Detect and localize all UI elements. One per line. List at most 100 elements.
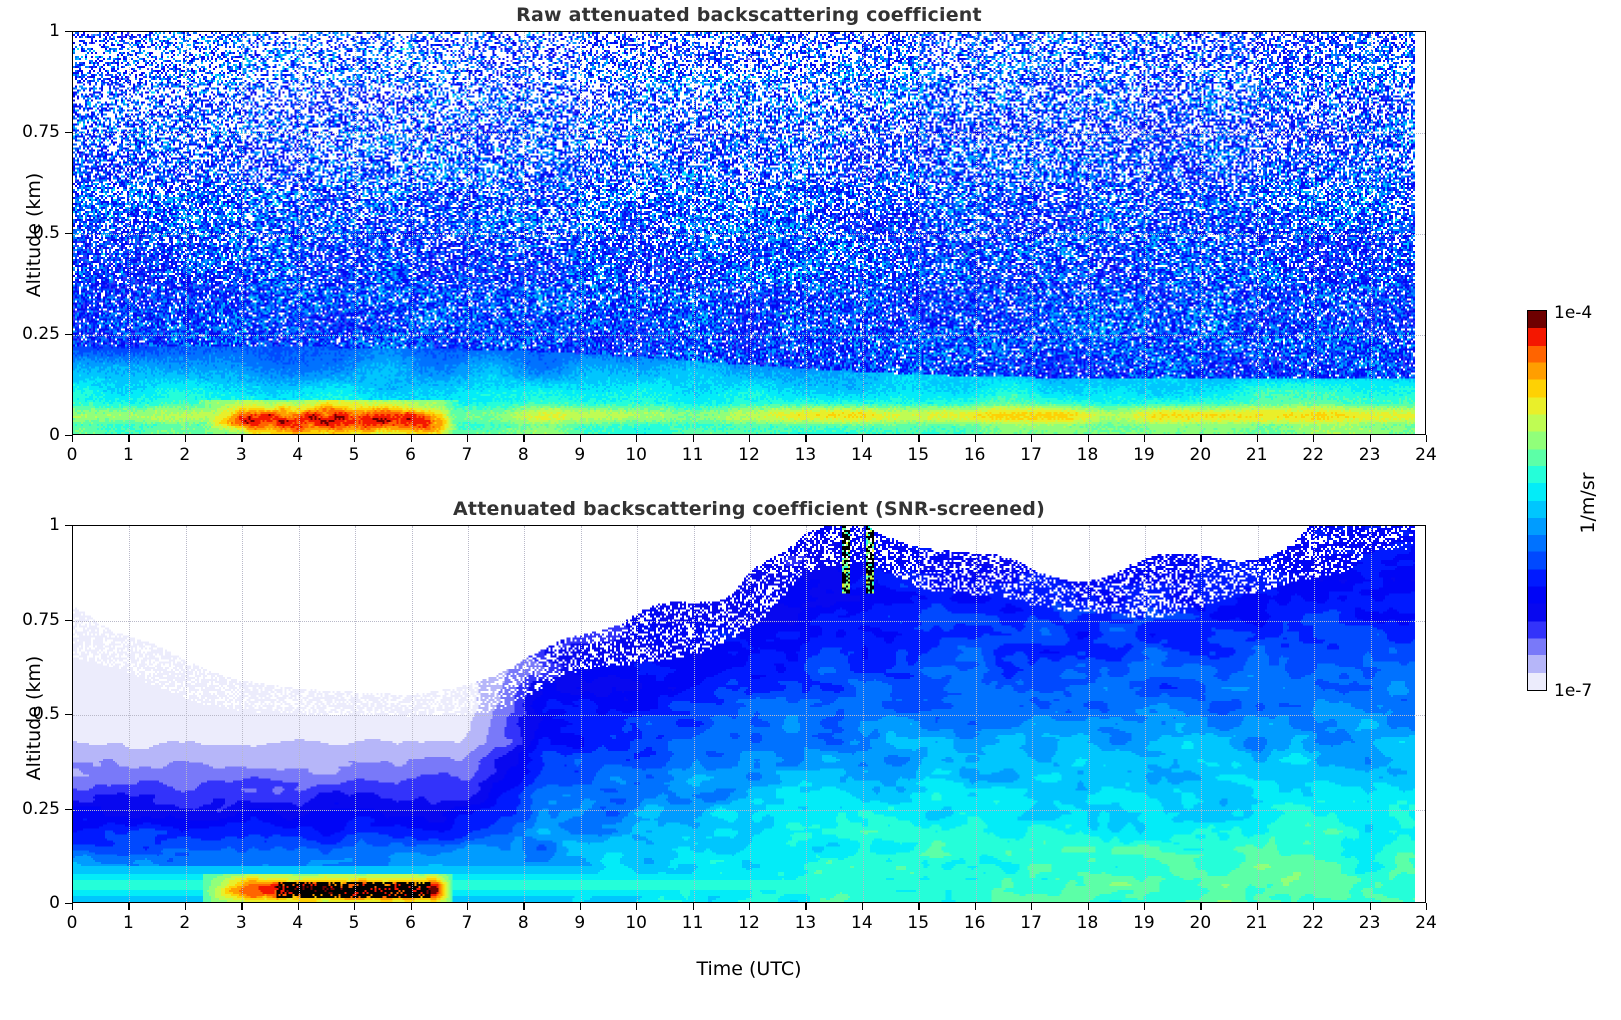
y-tick-label: 0.25 — [22, 324, 60, 344]
x-tick — [184, 903, 187, 910]
x-tick — [861, 903, 864, 910]
colorbar-axis-label: 1/m/sr — [1577, 472, 1599, 534]
x-tick — [523, 435, 525, 442]
x-tick — [1087, 903, 1089, 910]
y-tick — [65, 31, 72, 33]
panel-raw-backscatter: Raw attenuated backscattering coefficien… — [0, 0, 1621, 478]
x-tick-label: 3 — [235, 913, 247, 933]
panel-snr-screened: Attenuated backscattering coefficient (S… — [0, 486, 1621, 1020]
y-tick-label: 0.75 — [22, 122, 60, 142]
x-tick-label: 12 — [738, 913, 760, 933]
x-tick-label: 8 — [517, 445, 529, 465]
y-tick — [65, 132, 72, 134]
x-axis-label-time: Time (UTC) — [696, 958, 802, 980]
x-tick — [523, 903, 525, 910]
plot-area-snr — [72, 525, 1426, 903]
x-tick — [1426, 435, 1428, 442]
x-tick-label: 13 — [794, 445, 817, 465]
x-tick-label: 21 — [1245, 913, 1268, 933]
y-tick — [65, 233, 72, 235]
x-tick-label: 14 — [851, 445, 873, 465]
y-tick — [65, 435, 72, 437]
x-tick-label: 11 — [681, 445, 704, 465]
x-tick-label: 11 — [681, 913, 704, 933]
x-tick — [861, 435, 864, 442]
y-tick-label: 1 — [49, 515, 60, 535]
x-tick-label: 4 — [292, 445, 304, 465]
y-tick — [65, 525, 72, 527]
x-tick-label: 9 — [574, 445, 586, 465]
x-tick-label: 24 — [1415, 445, 1437, 465]
x-tick — [466, 903, 469, 910]
panel-title-raw: Raw attenuated backscattering coefficien… — [516, 4, 982, 26]
x-tick — [1369, 435, 1371, 442]
x-tick-label: 22 — [1302, 913, 1324, 933]
x-tick-label: 18 — [1076, 445, 1099, 465]
x-tick-label: 2 — [179, 445, 191, 465]
x-tick-label: 6 — [405, 913, 416, 933]
x-tick — [184, 435, 187, 442]
x-tick-label: 20 — [1189, 445, 1212, 465]
x-tick — [410, 435, 412, 442]
y-tick-label: 0 — [49, 893, 60, 913]
x-tick — [1256, 903, 1259, 910]
x-tick — [354, 903, 356, 910]
y-tick-label: 1 — [49, 21, 60, 41]
x-tick — [918, 903, 920, 910]
x-tick-label: 17 — [1020, 445, 1042, 465]
x-tick-label: 0 — [66, 913, 78, 933]
x-tick-label: 2 — [179, 913, 191, 933]
y-axis-label-snr: Altitude (km) — [23, 655, 45, 781]
x-tick — [1200, 435, 1202, 442]
x-tick — [1200, 903, 1202, 910]
x-tick-label: 23 — [1358, 913, 1381, 933]
x-tick-label: 17 — [1020, 913, 1042, 933]
x-tick — [241, 903, 243, 910]
x-tick — [974, 903, 976, 910]
x-tick — [72, 435, 74, 442]
x-tick — [297, 903, 299, 910]
x-tick-label: 13 — [794, 913, 817, 933]
x-tick — [1256, 435, 1259, 442]
x-tick — [72, 903, 74, 910]
x-tick — [692, 903, 694, 910]
x-tick-label: 16 — [963, 913, 986, 933]
x-tick — [749, 903, 751, 910]
y-tick — [65, 619, 72, 621]
x-tick — [241, 435, 243, 442]
x-tick — [636, 903, 638, 910]
y-tick — [65, 808, 72, 810]
x-tick — [579, 435, 582, 442]
x-tick-label: 24 — [1415, 913, 1437, 933]
x-tick-label: 15 — [907, 445, 930, 465]
x-tick — [636, 435, 638, 442]
y-tick — [65, 334, 72, 336]
y-tick-label: 0.5 — [32, 223, 60, 243]
x-tick-label: 3 — [235, 445, 247, 465]
x-tick-label: 10 — [625, 445, 647, 465]
x-tick-label: 9 — [574, 913, 586, 933]
x-tick — [918, 435, 920, 442]
x-tick-label: 19 — [1133, 445, 1155, 465]
x-tick — [1031, 903, 1033, 910]
x-tick-label: 5 — [348, 445, 360, 465]
x-tick — [974, 435, 976, 442]
x-tick — [749, 435, 751, 442]
colorbar-max-label: 1e-4 — [1554, 303, 1593, 323]
x-tick-label: 12 — [738, 445, 760, 465]
x-tick-label: 20 — [1189, 913, 1212, 933]
x-tick — [1087, 435, 1089, 442]
x-tick-label: 19 — [1133, 913, 1155, 933]
x-tick — [1031, 435, 1033, 442]
x-tick-label: 0 — [66, 445, 78, 465]
panel-title-snr: Attenuated backscattering coefficient (S… — [453, 498, 1045, 520]
y-tick-label: 0.75 — [22, 609, 60, 630]
y-tick-label: 0.25 — [22, 798, 60, 819]
y-tick — [65, 903, 72, 905]
x-tick — [1313, 435, 1315, 442]
x-tick — [805, 903, 807, 910]
x-tick — [805, 435, 807, 442]
x-tick-label: 15 — [907, 913, 930, 933]
x-tick — [297, 435, 299, 442]
